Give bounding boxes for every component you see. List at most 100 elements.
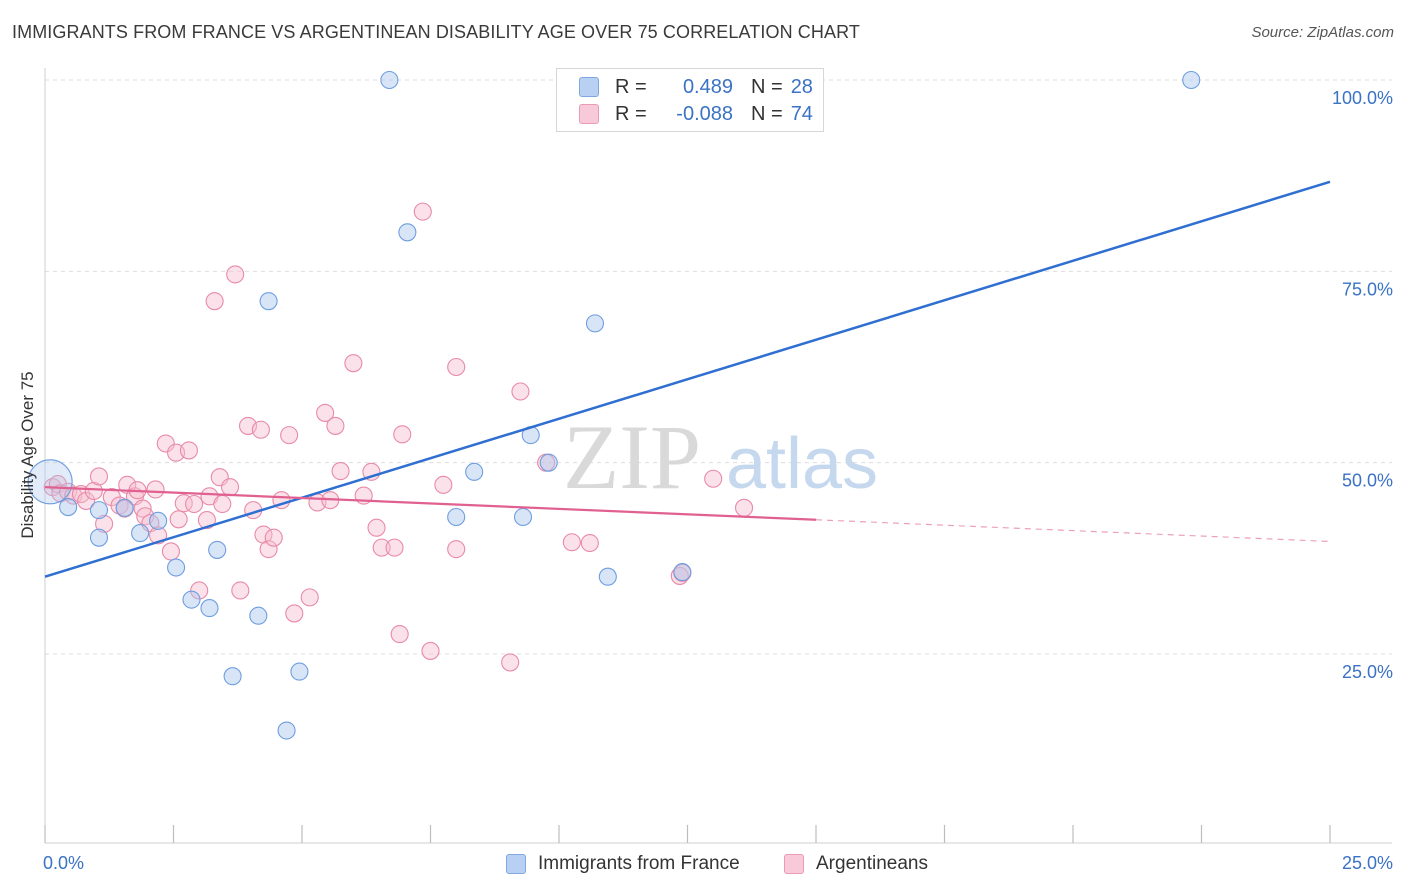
chart-title: IMMIGRANTS FROM FRANCE VS ARGENTINEAN DI… [12, 22, 860, 42]
data-point-argentineans [285, 604, 304, 623]
data-point-argentineans [146, 480, 165, 499]
legend-n-label: N = [751, 102, 783, 125]
data-point-argentineans [316, 403, 335, 422]
data-point-argentineans [254, 525, 273, 544]
data-point-argentineans [95, 514, 114, 533]
data-point-argentineans [580, 533, 599, 553]
data-point-france [513, 507, 533, 527]
data-point-france [539, 453, 558, 472]
data-point-france [447, 507, 466, 527]
legend-r-value: 0.489 [682, 75, 733, 98]
legend-swatch-pink [579, 104, 599, 124]
watermark: ZIP atlas [563, 406, 878, 508]
data-point-argentineans [501, 653, 520, 672]
data-point-france [380, 70, 399, 90]
bottom-swatch-blue [506, 854, 526, 874]
data-point-argentineans [197, 511, 216, 530]
y-tick-label: 100.0% [1332, 88, 1393, 108]
data-point-france [277, 721, 296, 740]
legend-row-france: R = 0.489 N = 28 [579, 74, 813, 100]
data-point-argentineans [231, 581, 250, 600]
source-label: Source: ZipAtlas.com [1251, 24, 1394, 41]
bottom-legend-france: Immigrants from France [506, 850, 740, 878]
legend-r-value: -0.088 [676, 102, 733, 125]
data-point-argentineans [251, 420, 270, 439]
y-axis-label: Disability Age Over 75 [18, 371, 37, 539]
data-point-argentineans [156, 434, 175, 453]
trend-lines [44, 180, 1331, 578]
y-tick-label: 50.0% [1342, 471, 1393, 491]
data-point-argentineans [259, 540, 278, 559]
data-point-argentineans [734, 498, 754, 517]
data-point-france [149, 511, 168, 530]
data-point-argentineans [190, 581, 209, 600]
data-point-france [167, 558, 186, 577]
y-tick-label: 75.0% [1342, 279, 1393, 299]
data-point-france [89, 528, 109, 547]
legend-r-label: R = [615, 102, 647, 125]
bottom-legend-label-france: Immigrants from France [538, 853, 740, 874]
data-point-argentineans [161, 542, 180, 561]
data-point-argentineans [331, 462, 350, 481]
x-tick-label: 25.0% [1342, 853, 1393, 873]
y-tick-label: 25.0% [1342, 662, 1393, 682]
bottom-legend-label-argentineans: Argentineans [816, 853, 928, 874]
legend-r-label: R = [615, 75, 647, 98]
data-point-france [249, 606, 268, 625]
data-point-france [223, 667, 242, 686]
data-point-france [200, 599, 219, 618]
data-point-argentineans [205, 292, 224, 311]
watermark-atlas: atlas [726, 424, 878, 504]
trend-line-argentineans [44, 486, 817, 521]
data-point-france [115, 498, 134, 517]
data-point-argentineans [390, 625, 409, 644]
watermark-zip: ZIP [563, 406, 701, 508]
data-point-argentineans [367, 518, 386, 537]
data-point-argentineans [264, 528, 283, 547]
data-point-argentineans [413, 202, 432, 221]
legend-n-value: 28 [790, 75, 813, 98]
data-point-argentineans [169, 510, 188, 529]
data-point-france [585, 314, 605, 333]
data-point-argentineans [89, 467, 109, 486]
data-point-argentineans [393, 425, 412, 444]
data-point-france [598, 567, 617, 586]
legend: R = 0.489 N = 28 R = -0.088 N = 74 [556, 68, 824, 132]
data-point-france [290, 662, 309, 681]
data-point-france [259, 292, 278, 311]
trend-line-france [44, 180, 1331, 578]
data-point-argentineans [84, 481, 103, 501]
trend-line-argentineans-extension [815, 519, 1331, 543]
data-point-argentineans [77, 491, 96, 510]
data-point-france [59, 498, 78, 517]
series-france-points [27, 70, 1201, 740]
legend-row-argentineans: R = -0.088 N = 74 [579, 101, 813, 127]
legend-n-value: 74 [790, 102, 813, 125]
data-point-france [27, 459, 73, 505]
data-point-argentineans [434, 475, 453, 494]
data-point-argentineans [226, 265, 245, 284]
data-point-argentineans [185, 494, 204, 514]
data-point-argentineans [421, 641, 440, 660]
x-tick-labels: 0.0% 25.0% [43, 853, 1393, 873]
axes [44, 68, 1392, 844]
legend-swatch-blue [579, 77, 599, 97]
legend-n-label: N = [751, 75, 783, 98]
data-point-argentineans [562, 533, 581, 552]
data-point-france [1182, 70, 1201, 90]
data-point-argentineans [704, 469, 723, 488]
data-point-france [89, 501, 109, 520]
y-tick-labels: 100.0% 75.0% 50.0% 25.0% [1332, 88, 1393, 682]
data-point-france [208, 540, 227, 559]
data-point-argentineans [511, 382, 530, 401]
data-point-france [673, 563, 692, 582]
data-point-argentineans [213, 494, 232, 514]
data-point-argentineans [179, 441, 198, 460]
data-point-argentineans [372, 538, 391, 557]
data-point-argentineans [326, 416, 345, 435]
data-point-argentineans [280, 426, 299, 445]
data-point-argentineans [344, 354, 363, 373]
grid-lines [45, 79, 1392, 655]
data-point-argentineans [447, 540, 466, 559]
